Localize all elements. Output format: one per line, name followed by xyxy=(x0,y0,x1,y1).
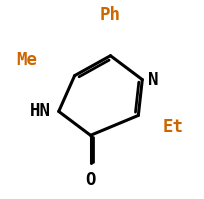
Text: Et: Et xyxy=(161,118,182,136)
Text: N: N xyxy=(147,71,158,89)
Text: Me: Me xyxy=(16,51,37,69)
Text: O: O xyxy=(85,171,95,189)
Text: HN: HN xyxy=(30,102,51,120)
Text: Ph: Ph xyxy=(100,6,120,24)
